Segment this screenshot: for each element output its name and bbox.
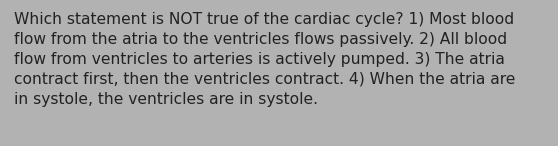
Text: Which statement is NOT true of the cardiac cycle? 1) Most blood
flow from the at: Which statement is NOT true of the cardi… [14,12,516,107]
